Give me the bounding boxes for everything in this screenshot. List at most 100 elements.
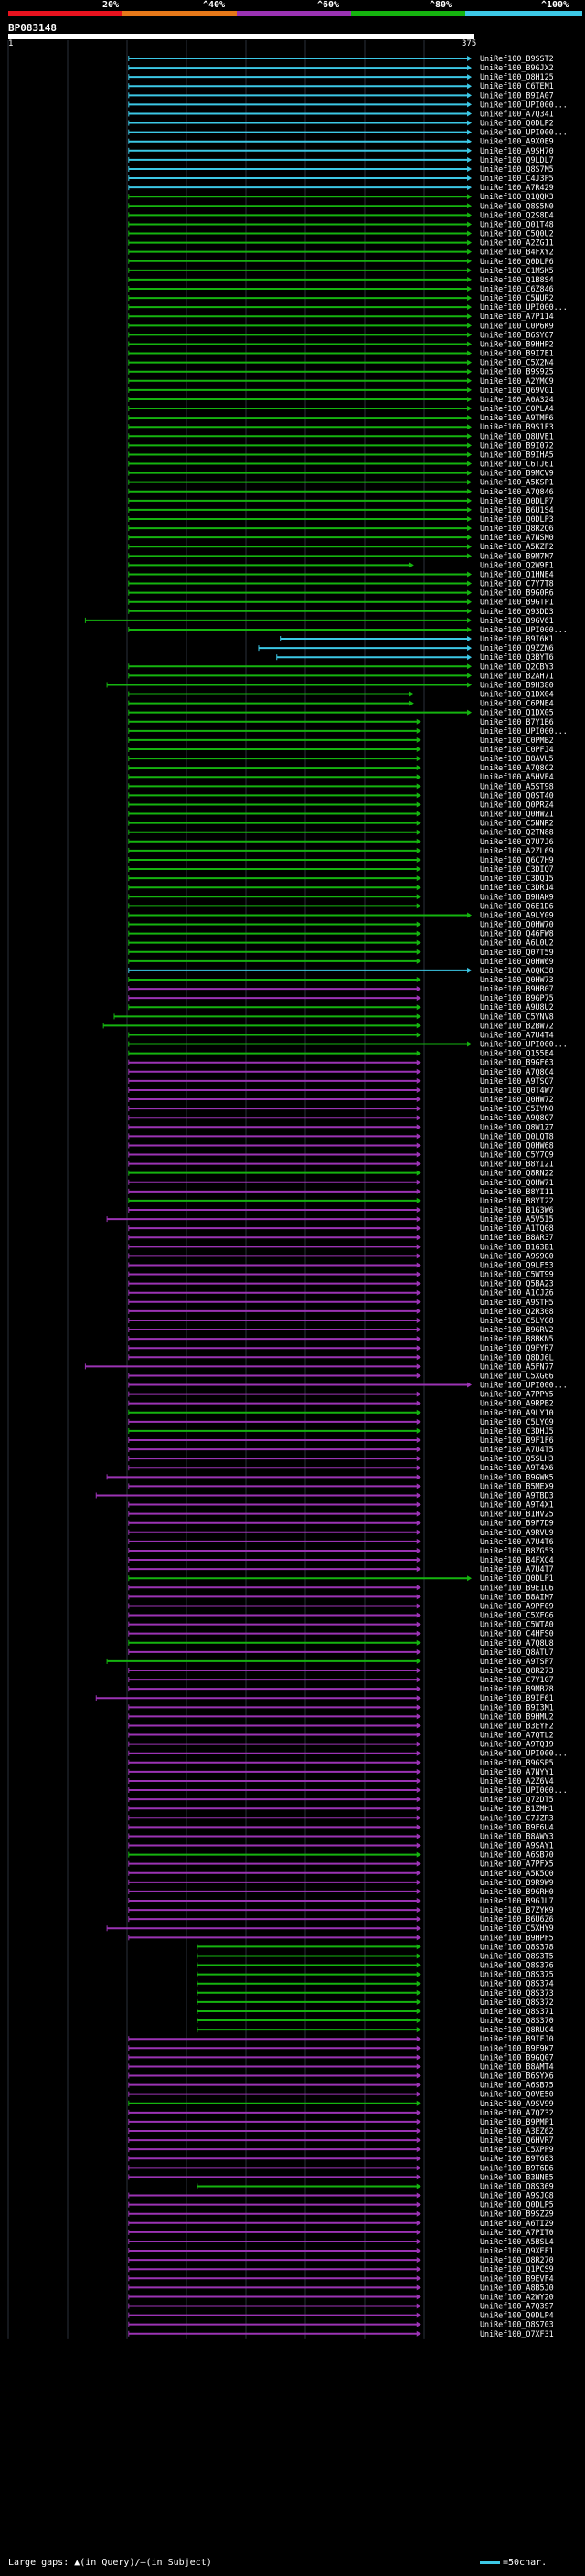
hit-label[interactable]: UniRef100_Q155E4	[480, 1049, 554, 1058]
hit-row[interactable]: UniRef100_C6TEM1	[128, 81, 554, 90]
hit-label[interactable]: UniRef100_A9Q8Q7	[480, 1113, 554, 1122]
hit-label[interactable]: UniRef100_A9PF09	[480, 1601, 554, 1610]
hit-label[interactable]: UniRef100_A7Q8U8	[480, 1638, 554, 1648]
hit-label[interactable]: UniRef100_Q1B8S4	[480, 275, 554, 284]
hit-row[interactable]: UniRef100_Q0HW68	[128, 1140, 554, 1150]
hit-label[interactable]: UniRef100_A9TQ19	[480, 1740, 554, 1749]
hit-row[interactable]: UniRef100_B1G3W6	[128, 1205, 554, 1214]
hit-label[interactable]: UniRef100_Q9FYR7	[480, 1343, 554, 1352]
hit-row[interactable]: UniRef100_A5HVE4	[128, 772, 554, 781]
hit-row[interactable]: UniRef100_Q8S373	[197, 1988, 554, 1998]
hit-label[interactable]: UniRef100_UPI000...	[480, 128, 568, 137]
hit-label[interactable]: UniRef100_C5XFG6	[480, 1611, 554, 1620]
hit-label[interactable]: UniRef100_C5X2N4	[480, 358, 554, 367]
hit-label[interactable]: UniRef100_UPI000...	[480, 1040, 568, 1049]
hit-row[interactable]: UniRef100_Q8S369	[197, 2181, 554, 2190]
hit-label[interactable]: UniRef100_Q0HWZ1	[480, 810, 554, 819]
hit-row[interactable]: UniRef100_A7Q8C4	[128, 1067, 554, 1076]
hit-row[interactable]: UniRef100_UPI000...	[128, 1040, 568, 1049]
hit-label[interactable]: UniRef100_B9I6K1	[480, 634, 554, 643]
hit-row[interactable]: UniRef100_B2BW72	[102, 1021, 554, 1030]
hit-row[interactable]: UniRef100_A5KSP1	[128, 478, 554, 487]
hit-row[interactable]: UniRef100_A6SB75	[128, 2081, 554, 2090]
hit-row[interactable]: UniRef100_Q8S376	[197, 1961, 554, 1970]
hit-row[interactable]: UniRef100_A9RVU9	[128, 1528, 554, 1537]
hit-label[interactable]: UniRef100_B9GQ07	[480, 2052, 554, 2062]
hit-row[interactable]: UniRef100_B9F9K7	[128, 2043, 554, 2052]
hit-row[interactable]: UniRef100_A9LY10	[128, 1408, 554, 1417]
hit-row[interactable]: UniRef100_A5KZF2	[128, 542, 554, 551]
hit-label[interactable]: UniRef100_Q0DLP4	[480, 2311, 554, 2320]
hit-row[interactable]: UniRef100_B6SY67	[128, 330, 554, 339]
hit-label[interactable]: UniRef100_Q0DLP5	[480, 2200, 554, 2210]
hit-label[interactable]: UniRef100_A6SB75	[480, 2081, 554, 2090]
hit-label[interactable]: UniRef100_B9SZZ9	[480, 2210, 554, 2219]
hit-row[interactable]: UniRef100_A5K5Q0	[128, 1869, 554, 1878]
hit-label[interactable]: UniRef100_A5K5Q0	[480, 1869, 554, 1878]
hit-label[interactable]: UniRef100_A9T4X6	[480, 1463, 554, 1472]
hit-row[interactable]: UniRef100_A7P114	[128, 312, 554, 321]
hit-row[interactable]: UniRef100_UPI000...	[128, 625, 568, 634]
hit-label[interactable]: UniRef100_B9IFJ0	[480, 2034, 554, 2043]
hit-row[interactable]: UniRef100_B8AIM7	[128, 1592, 554, 1601]
hit-row[interactable]: UniRef100_Q8RN22	[128, 1169, 554, 1178]
hit-label[interactable]: UniRef100_Q8DJ6L	[480, 1352, 554, 1362]
hit-label[interactable]: UniRef100_A2ZG11	[480, 239, 554, 248]
hit-label[interactable]: UniRef100_A7U4T4	[480, 1030, 554, 1039]
hit-row[interactable]: UniRef100_B4FXY2	[128, 248, 554, 257]
hit-label[interactable]: UniRef100_B6SY67	[480, 330, 554, 339]
hit-row[interactable]: UniRef100_A9TBD3	[95, 1490, 554, 1500]
hit-label[interactable]: UniRef100_B9T6D6	[480, 2163, 554, 2172]
hit-row[interactable]: UniRef100_A7Q8U8	[128, 1638, 554, 1648]
hit-row[interactable]: UniRef100_Q2S8D4	[128, 210, 554, 219]
hit-row[interactable]: UniRef100_A7U4T5	[128, 1445, 554, 1454]
hit-label[interactable]: UniRef100_A2WY20	[480, 2292, 554, 2301]
hit-row[interactable]: UniRef100_A9PF09	[128, 1601, 554, 1610]
hit-label[interactable]: UniRef100_B9HMU2	[480, 1712, 554, 1721]
hit-row[interactable]: UniRef100_Q0DLP1	[128, 1574, 554, 1583]
hit-row[interactable]: UniRef100_A7Q341	[128, 109, 554, 118]
hit-row[interactable]: UniRef100_Q8UVE1	[128, 431, 554, 440]
hit-label[interactable]: UniRef100_Q8R273	[480, 1666, 554, 1675]
hit-row[interactable]: UniRef100_B9GSP5	[128, 1758, 554, 1767]
hit-row[interactable]: UniRef100_Q01T48	[128, 219, 554, 228]
hit-row[interactable]: UniRef100_Q0DLP5	[128, 2200, 554, 2210]
hit-row[interactable]: UniRef100_C5IYN0	[128, 1104, 554, 1113]
hit-label[interactable]: UniRef100_Q8S703	[480, 2320, 554, 2329]
hit-row[interactable]: UniRef100_A2WY20	[128, 2292, 554, 2301]
hit-label[interactable]: UniRef100_B1G3B1	[480, 1242, 554, 1251]
hit-label[interactable]: UniRef100_B9HB07	[480, 984, 554, 993]
hit-label[interactable]: UniRef100_Q0HW72	[480, 1095, 554, 1104]
hit-row[interactable]: UniRef100_B9GRV2	[128, 1325, 554, 1334]
hit-row[interactable]: UniRef100_Q0LQT8	[128, 1131, 554, 1140]
hit-label[interactable]: UniRef100_C0PLA4	[480, 404, 554, 413]
hit-label[interactable]: UniRef100_B9GP75	[480, 993, 554, 1002]
hit-label[interactable]: UniRef100_B9EVF4	[480, 2274, 554, 2283]
hit-row[interactable]: UniRef100_Q8R273	[128, 1666, 554, 1675]
hit-label[interactable]: UniRef100_B9I072	[480, 440, 554, 450]
hit-row[interactable]: UniRef100_B4FXC4	[128, 1555, 554, 1564]
hit-label[interactable]: UniRef100_B9GTP1	[480, 598, 554, 607]
hit-row[interactable]: UniRef100_A7R429	[128, 183, 554, 192]
hit-row[interactable]: UniRef100_Q0HW73	[128, 975, 554, 984]
hit-row[interactable]: UniRef100_A9SV99	[128, 2099, 554, 2108]
hit-row[interactable]: UniRef100_C5XPP9	[128, 2145, 554, 2154]
hit-row[interactable]: UniRef100_B9MCV9	[128, 469, 554, 478]
hit-label[interactable]: UniRef100_B9PMP1	[480, 2117, 554, 2126]
hit-label[interactable]: UniRef100_A5ST98	[480, 781, 554, 790]
hit-row[interactable]: UniRef100_Q8S371	[197, 2007, 554, 2016]
hit-label[interactable]: UniRef100_Q5BA23	[480, 1279, 554, 1288]
hit-label[interactable]: UniRef100_B9GWK5	[480, 1472, 554, 1481]
hit-row[interactable]: UniRef100_B9E1U6	[128, 1583, 554, 1592]
hit-label[interactable]: UniRef100_Q1HNE4	[480, 569, 554, 578]
hit-label[interactable]: UniRef100_Q1DX05	[480, 708, 554, 717]
hit-label[interactable]: UniRef100_C6TEM1	[480, 81, 554, 90]
hit-row[interactable]: UniRef100_A5ST98	[128, 781, 554, 790]
hit-label[interactable]: UniRef100_B8BKN5	[480, 1334, 554, 1343]
hit-row[interactable]: UniRef100_B9HPF5	[128, 1933, 554, 1942]
hit-label[interactable]: UniRef100_Q8S375	[480, 1970, 554, 1979]
hit-row[interactable]: UniRef100_B9M7M7	[128, 551, 554, 560]
hit-row[interactable]: UniRef100_B6U6Z6	[128, 1914, 554, 1924]
hit-row[interactable]: UniRef100_B9F6U4	[128, 1822, 554, 1831]
hit-label[interactable]: UniRef100_C6Z846	[480, 284, 554, 293]
